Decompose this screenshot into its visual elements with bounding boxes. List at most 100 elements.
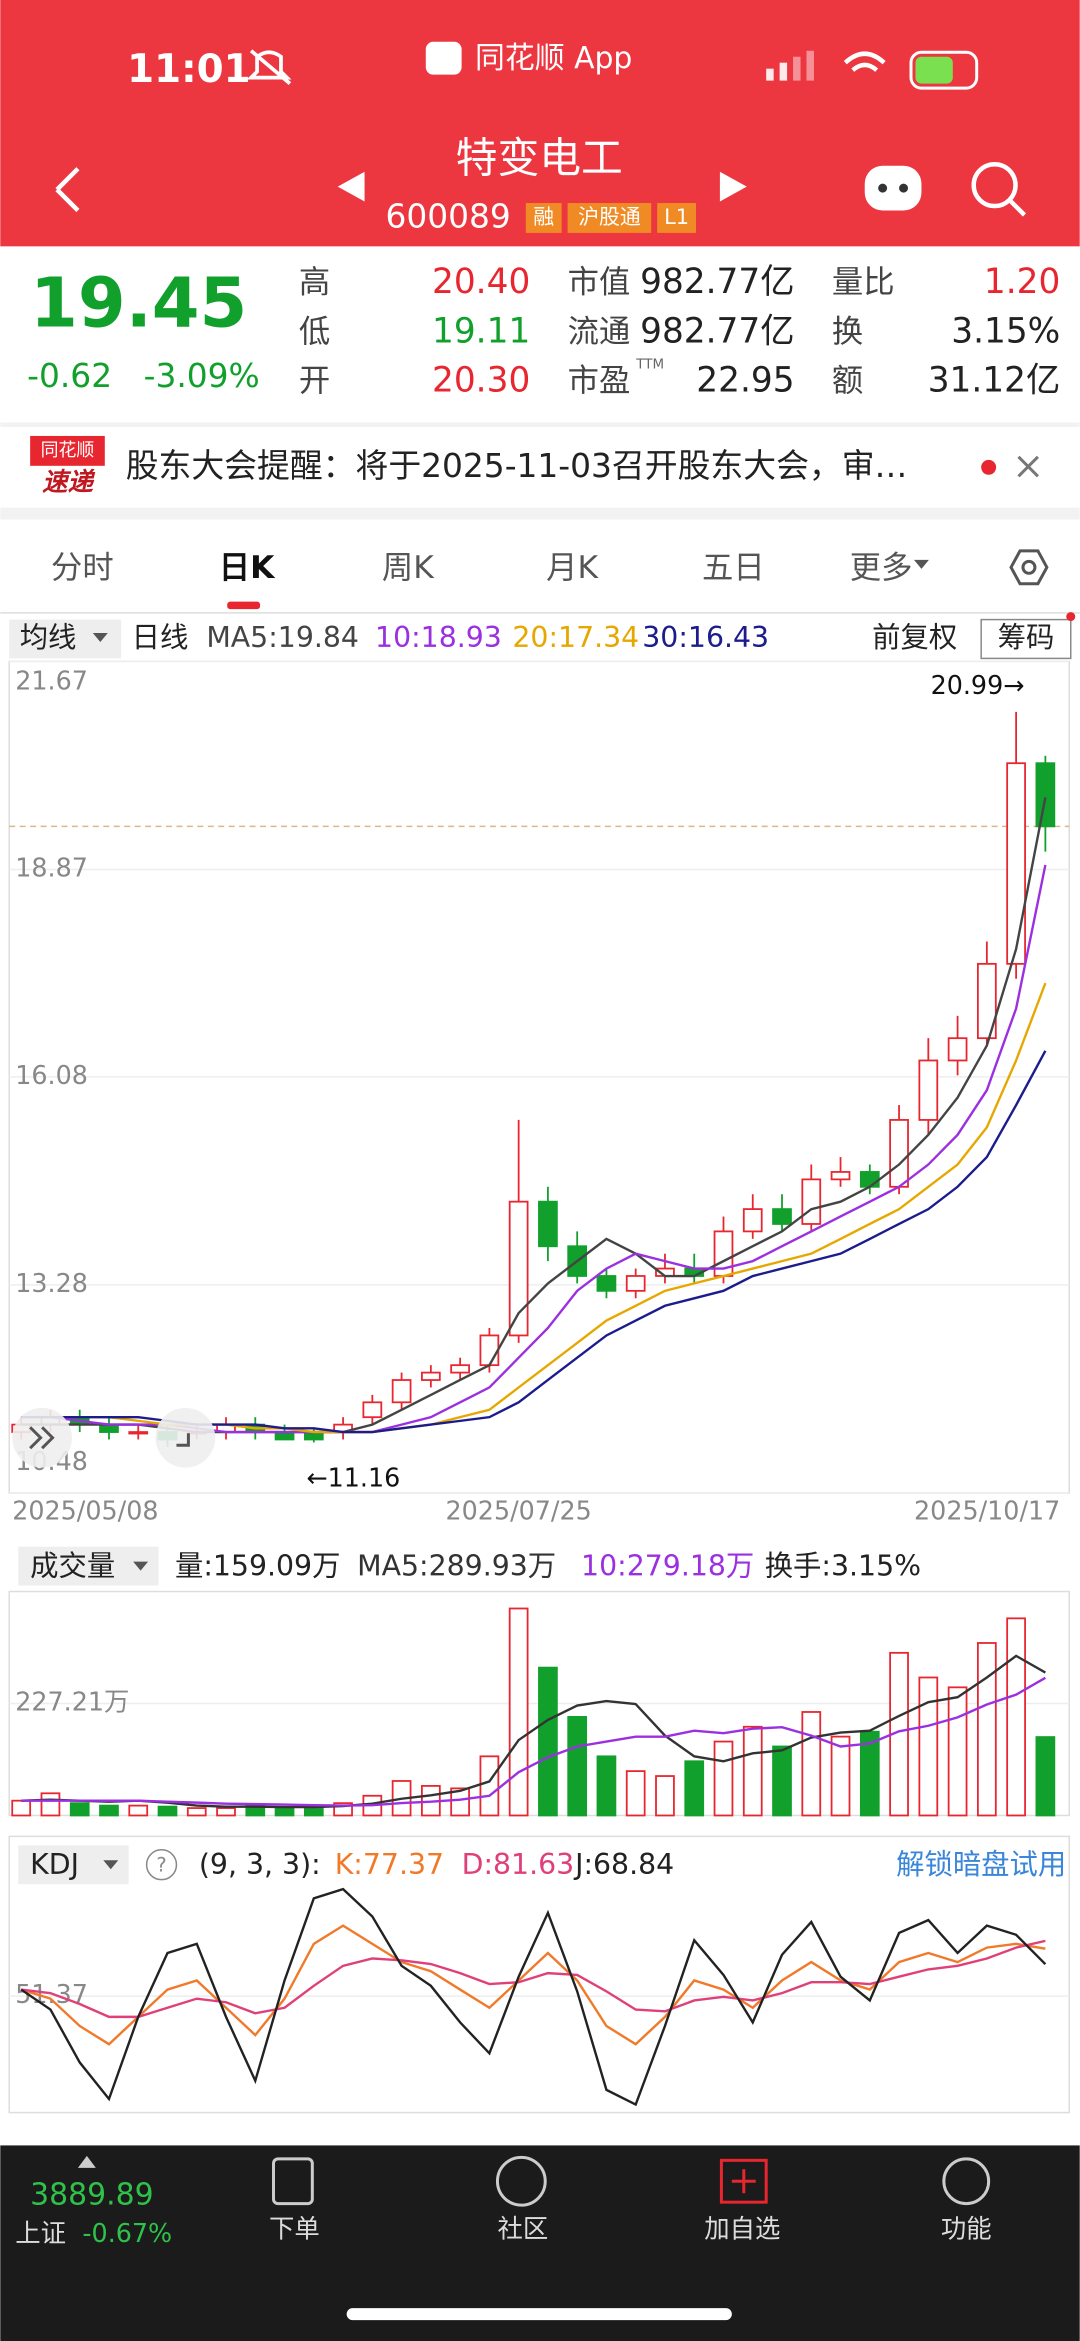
app-icon	[425, 41, 462, 75]
close-notice[interactable]	[1017, 455, 1039, 478]
nav-label[interactable]: 下单	[269, 2214, 320, 2244]
index-change: -0.67%	[82, 2218, 172, 2248]
app-name: 同花顺 App	[475, 41, 632, 76]
dropdown-arrow	[92, 633, 108, 642]
index-value[interactable]: 3889.89	[30, 2178, 153, 2213]
volume-bar	[801, 1711, 822, 1817]
dropdown-arrow	[103, 1860, 119, 1870]
tag-bg	[657, 203, 697, 233]
stat-label: 市值	[568, 265, 631, 301]
volume-bar	[772, 1745, 792, 1817]
nav-label[interactable]: 社区	[497, 2214, 548, 2244]
more-arrow	[913, 559, 929, 569]
stat-value: 19.11	[432, 311, 530, 351]
settings-icon[interactable]	[1009, 549, 1049, 586]
index-arrow	[77, 2155, 96, 2168]
stat-label: 开	[299, 363, 330, 399]
ma-type[interactable]: 均线	[20, 621, 77, 654]
line	[21, 1939, 1046, 2019]
volume-bar	[157, 1805, 178, 1817]
help-icon[interactable]	[145, 1849, 178, 1881]
volume-bar	[625, 1770, 646, 1817]
volume-select[interactable]	[18, 1546, 159, 1586]
nav: 下单 社区 加自选 功能	[269, 2214, 992, 2244]
volume-bar	[99, 1804, 119, 1817]
tag-bg	[525, 203, 562, 233]
volume-bar	[976, 1642, 997, 1817]
tab[interactable]: 更多	[850, 550, 913, 586]
nav-label[interactable]: 加自选	[704, 2214, 780, 2244]
tab[interactable]: 五日	[702, 550, 765, 586]
chip-button[interactable]	[980, 618, 1072, 660]
candle-body	[128, 1431, 149, 1435]
volume-bar	[274, 1807, 295, 1817]
annotation: 20.99→	[931, 670, 1025, 700]
volume-bar	[713, 1740, 734, 1817]
line	[21, 797, 1047, 1434]
divider	[0, 422, 1080, 427]
line	[21, 1654, 1046, 1809]
fullscreen-button[interactable]	[155, 1407, 216, 1468]
tab[interactable]: 日K	[219, 550, 276, 586]
x-tick-label: 2025/07/25	[446, 1495, 592, 1525]
community-icon[interactable]	[495, 2155, 547, 2207]
help-mark: ?	[156, 1854, 166, 1877]
volume-chart: 227.21万 MA5:289.93万 10:279.18万	[9, 1550, 1070, 1817]
legend-entry: MA5:19.84	[206, 621, 359, 654]
battery-level	[915, 56, 953, 84]
function-icon[interactable]	[942, 2157, 991, 2206]
volume-title[interactable]: 成交量	[30, 1550, 115, 1583]
candle-body	[889, 1119, 909, 1188]
legend-entry: J:68.84	[573, 1848, 674, 1881]
back-button[interactable]	[55, 167, 80, 213]
add-icon[interactable]	[719, 2158, 768, 2204]
legend-entry: 10:18.93	[375, 621, 502, 654]
settings-icon-center	[1021, 559, 1037, 575]
kdj-title[interactable]: KDJ	[30, 1848, 79, 1881]
notice-text[interactable]: 股东大会提醒：将于2025-11-03召开股东大会，审…	[126, 447, 908, 485]
search-icon[interactable]	[971, 161, 1018, 209]
candle-body	[450, 1364, 470, 1374]
prev-stock[interactable]	[337, 171, 365, 202]
tab[interactable]: 周K	[382, 550, 435, 586]
divider	[0, 507, 1080, 520]
line	[20, 1887, 1047, 2107]
chip[interactable]: 筹码	[998, 621, 1055, 654]
robot-eye	[899, 183, 909, 193]
line	[20, 1924, 1046, 2046]
volume-bar	[11, 1799, 32, 1817]
candle-body	[801, 1178, 822, 1225]
period: 日线	[132, 621, 189, 654]
tab[interactable]: 月K	[546, 550, 599, 586]
next-stock[interactable]	[719, 171, 747, 202]
tag-bg	[567, 203, 652, 233]
legend-entry: 10:279.18万	[581, 1550, 754, 1583]
divider	[0, 612, 1080, 614]
stat-value: 3.15%	[951, 311, 1060, 351]
order-icon[interactable]	[272, 2157, 314, 2206]
volume-bar	[508, 1607, 529, 1817]
signal-icon	[766, 50, 814, 81]
y-tick-label: 21.67	[15, 665, 88, 695]
volume-bar	[742, 1725, 763, 1817]
robot-icon[interactable]	[864, 165, 922, 211]
fullscreen-icon	[176, 1433, 190, 1447]
nav-label[interactable]: 功能	[941, 2214, 992, 2244]
volume-bar	[684, 1760, 705, 1817]
unlock-link[interactable]: 解锁暗盘试用	[896, 1848, 1066, 1881]
candle-body	[772, 1208, 792, 1225]
y-tick-label: 16.08	[15, 1060, 88, 1090]
legend-entry: MA5:289.93万	[357, 1550, 556, 1583]
battery-icon	[909, 50, 979, 90]
volume-bar	[538, 1666, 558, 1817]
candle-body	[947, 1037, 968, 1062]
price: 19.45	[30, 264, 247, 344]
stat-label: 市盈	[568, 363, 631, 399]
tab[interactable]: 分时	[51, 550, 114, 586]
logo-top	[30, 435, 105, 466]
adjust[interactable]: 前复权	[872, 621, 957, 654]
legend-entry: 30:16.43	[642, 621, 769, 654]
expand-icon	[29, 1426, 55, 1450]
